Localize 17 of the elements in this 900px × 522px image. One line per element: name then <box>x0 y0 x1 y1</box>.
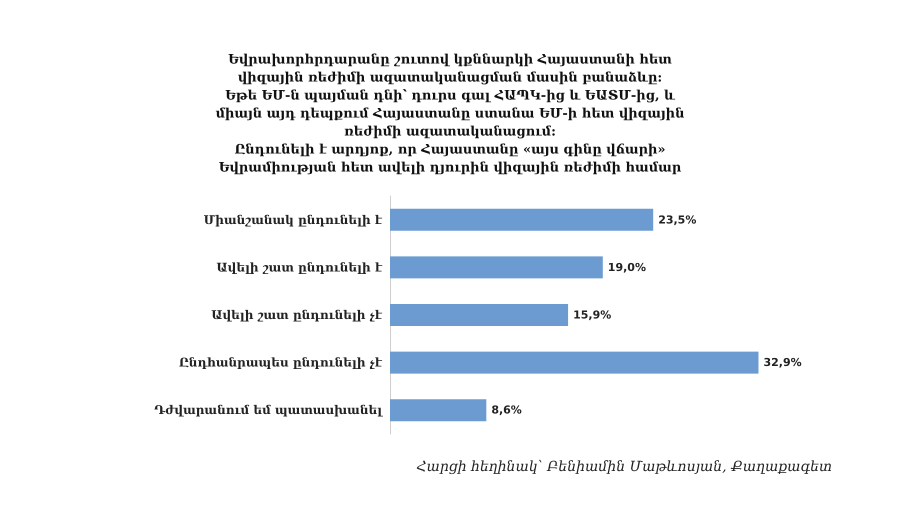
y-tick-label: Ընդհանրապես ընդունելի չէ <box>178 356 383 370</box>
data-label: 19,0% <box>608 260 646 274</box>
data-label: 32,9% <box>763 356 802 370</box>
bar <box>390 352 758 374</box>
bar <box>390 399 486 422</box>
y-tick-label: Միանշանակ ընդունելի է <box>204 212 383 227</box>
text: Հարցի հեղինակ՝ Բենիամին Մաթևոսյան, Քաղաքագետ <box>416 459 832 475</box>
y-tick-label: Ավելի շատ ընդունելի է <box>216 260 383 274</box>
data-label: 8,6% <box>491 404 522 417</box>
chart-title: Եվրախորհրդարանը շուտով կքննարկի Հայաստանի հետ վիզային ռեժիմի ազատականացման մասին բանաձևը: Եթե ԵՄ-ն պայման դնի՝ դուրս գալ ՀԱՊԿ-ից և ԵԱՏՄ-ից, և միայն այդ դեպքում Հայաստանը ստանա ԵՄ-ի հետ վիզային ռեժիմի ազատականացում: Ընդունելի է արդյոք, որ Հայաստանը «այս գինը վճարի» Եվրամիության հետ ավելի դյուրին վիզային ռեժիմի համար <box>216 52 684 176</box>
data-label: 15,9% <box>573 308 612 322</box>
bar <box>390 256 603 278</box>
y-tick-label: Դժվարանում եմ պատասխանել <box>154 403 384 418</box>
bar <box>390 304 568 326</box>
bar <box>390 208 654 231</box>
y-tick-label: Ավելի շատ ընդունելի չէ <box>211 308 383 322</box>
data-label: 23,5% <box>658 213 696 226</box>
